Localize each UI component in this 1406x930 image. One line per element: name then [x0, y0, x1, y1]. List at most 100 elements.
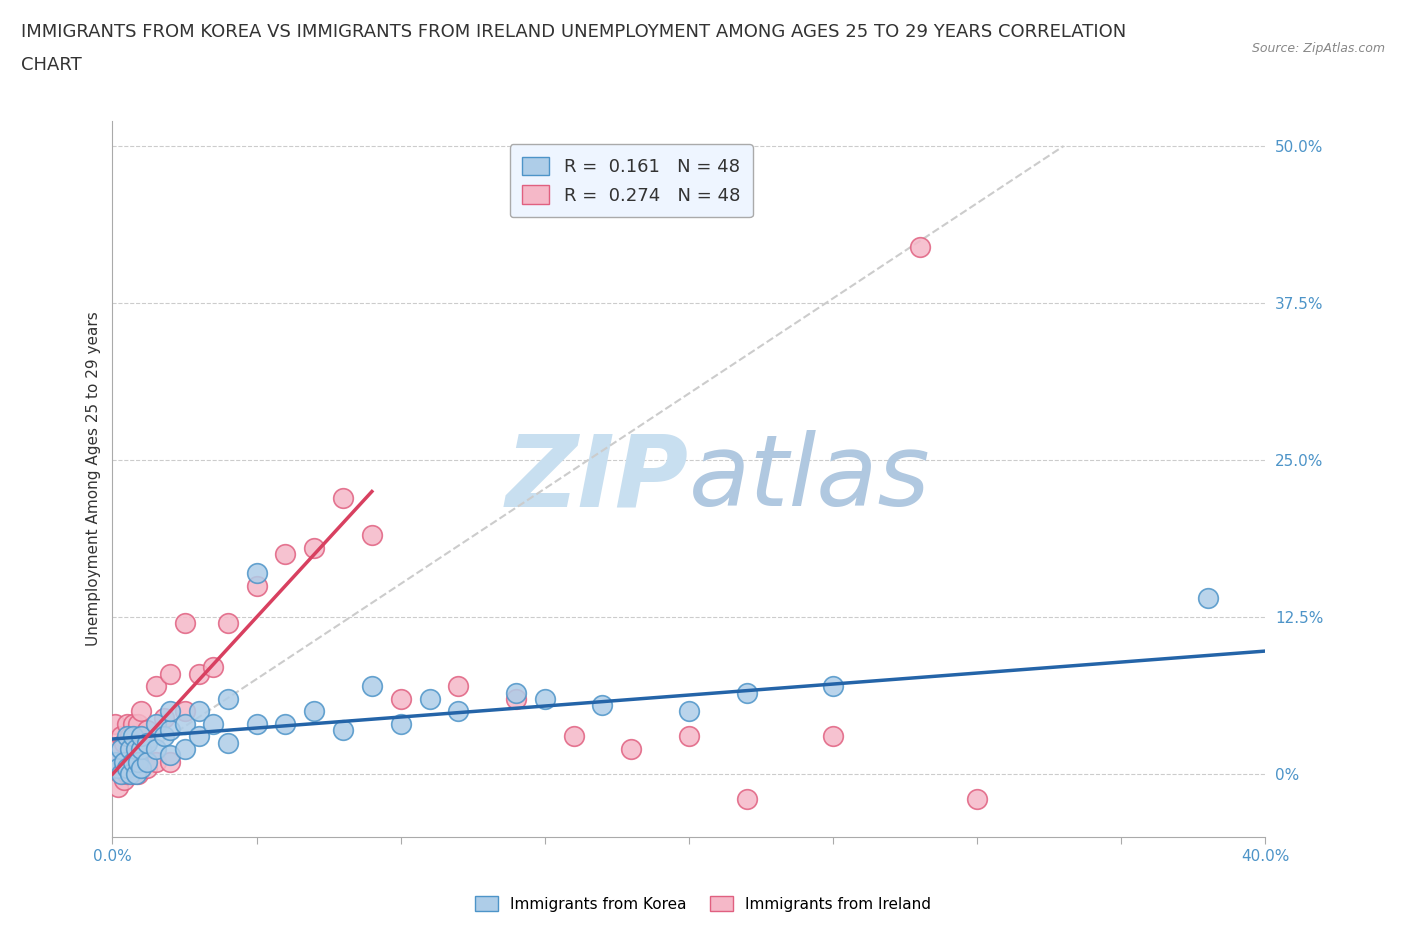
Point — [419, 691, 441, 706]
Point — [153, 711, 176, 725]
Point — [115, 761, 138, 776]
Y-axis label: Unemployment Among Ages 25 to 29 years: Unemployment Among Ages 25 to 29 years — [86, 312, 101, 646]
Text: Source: ZipAtlas.com: Source: ZipAtlas.com — [1251, 42, 1385, 55]
Point — [118, 741, 141, 756]
Point — [136, 723, 159, 737]
Point — [389, 716, 412, 731]
Point — [159, 723, 181, 737]
Point — [127, 754, 149, 769]
Point — [304, 540, 326, 555]
Point — [145, 679, 167, 694]
Point — [121, 729, 143, 744]
Point — [115, 729, 138, 744]
Point — [107, 754, 129, 769]
Point — [136, 736, 159, 751]
Point — [121, 766, 143, 781]
Text: atlas: atlas — [689, 431, 931, 527]
Point — [124, 741, 146, 756]
Point — [104, 754, 127, 769]
Point — [246, 565, 269, 580]
Point — [104, 761, 127, 776]
Point — [620, 741, 643, 756]
Legend: R =  0.161   N = 48, R =  0.274   N = 48: R = 0.161 N = 48, R = 0.274 N = 48 — [510, 144, 752, 218]
Point — [505, 691, 527, 706]
Point — [173, 616, 195, 631]
Point — [173, 741, 195, 756]
Point — [274, 716, 297, 731]
Point — [124, 761, 146, 776]
Point — [124, 729, 146, 744]
Point — [121, 754, 143, 769]
Point — [118, 766, 141, 781]
Point — [735, 685, 758, 700]
Point — [104, 741, 127, 756]
Point — [217, 616, 239, 631]
Point — [110, 729, 132, 744]
Point — [118, 761, 141, 776]
Point — [107, 761, 129, 776]
Point — [112, 773, 135, 788]
Point — [447, 679, 470, 694]
Point — [145, 716, 167, 731]
Point — [145, 741, 167, 756]
Point — [332, 723, 354, 737]
Point — [966, 791, 988, 806]
Point — [173, 716, 195, 731]
Legend: Immigrants from Korea, Immigrants from Ireland: Immigrants from Korea, Immigrants from I… — [470, 889, 936, 918]
Point — [129, 729, 153, 744]
Point — [112, 754, 135, 769]
Point — [821, 679, 844, 694]
Point — [562, 729, 585, 744]
Point — [159, 748, 181, 763]
Point — [735, 791, 758, 806]
Point — [127, 716, 149, 731]
Point — [173, 704, 195, 719]
Point — [159, 704, 181, 719]
Point — [129, 754, 153, 769]
Point — [110, 741, 132, 756]
Text: IMMIGRANTS FROM KOREA VS IMMIGRANTS FROM IRELAND UNEMPLOYMENT AMONG AGES 25 TO 2: IMMIGRANTS FROM KOREA VS IMMIGRANTS FROM… — [21, 23, 1126, 41]
Text: CHART: CHART — [21, 56, 82, 73]
Point — [202, 660, 225, 675]
Point — [332, 490, 354, 505]
Point — [360, 528, 382, 543]
Point — [274, 547, 297, 562]
Point — [129, 704, 153, 719]
Point — [136, 754, 159, 769]
Point — [112, 736, 135, 751]
Point — [821, 729, 844, 744]
Point — [534, 691, 557, 706]
Point — [908, 239, 931, 254]
Point — [159, 666, 181, 681]
Point — [115, 766, 138, 781]
Point — [121, 716, 143, 731]
Point — [118, 729, 141, 744]
Point — [389, 691, 412, 706]
Point — [104, 716, 127, 731]
Point — [678, 729, 700, 744]
Point — [115, 716, 138, 731]
Point — [592, 698, 614, 712]
Point — [246, 716, 269, 731]
Point — [127, 766, 149, 781]
Point — [447, 704, 470, 719]
Point — [217, 691, 239, 706]
Point — [129, 741, 153, 756]
Point — [360, 679, 382, 694]
Point — [246, 578, 269, 593]
Point — [110, 761, 132, 776]
Text: ZIP: ZIP — [506, 431, 689, 527]
Point — [188, 704, 211, 719]
Point — [136, 761, 159, 776]
Point — [505, 685, 527, 700]
Point — [129, 761, 153, 776]
Point — [188, 666, 211, 681]
Point — [159, 754, 181, 769]
Point — [304, 704, 326, 719]
Point — [188, 729, 211, 744]
Point — [202, 716, 225, 731]
Point — [153, 729, 176, 744]
Point — [678, 704, 700, 719]
Point — [110, 766, 132, 781]
Point — [145, 754, 167, 769]
